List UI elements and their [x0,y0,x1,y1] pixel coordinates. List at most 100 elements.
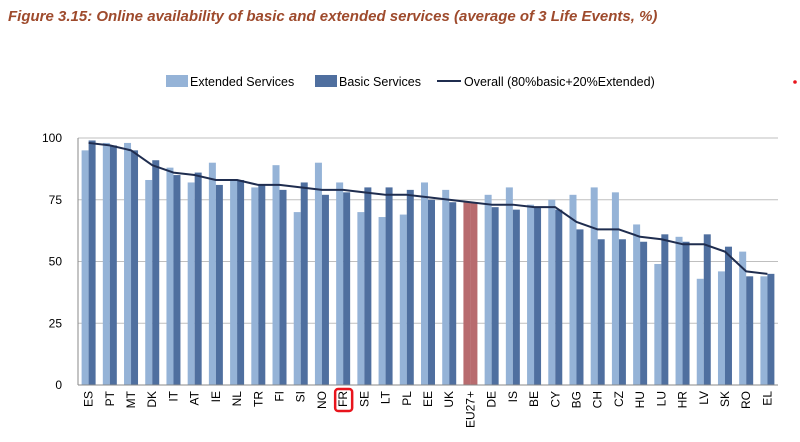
bar-basic-HR [682,241,690,385]
bar-basic-PT [109,145,117,385]
bar-basic-AT [194,172,202,385]
x-tick-label: RO [739,391,753,409]
x-tick-label: CZ [612,391,626,407]
bar-basic-FI [279,189,287,385]
bar-extended-PL [399,214,407,385]
highlight-box [333,387,354,413]
x-tick-label: AT [188,390,202,405]
bar-basic-LU [661,234,669,385]
x-tick-label: CY [548,391,562,408]
legend-label-extended: Extended Services [190,75,294,89]
x-tick-label: DE [485,391,499,408]
bar-basic-DK [152,160,160,385]
bar-extended-ES [81,150,89,385]
bar-basic-ES [88,140,96,385]
x-tick-label: UK [442,391,456,408]
x-tick-label: NL [230,391,244,407]
bar-extended-PT [102,142,110,385]
bar-extended-FR [336,182,344,385]
bar-basic-UK [449,202,457,385]
x-tick-label: BE [527,391,541,407]
bar-basic-LT [385,187,393,385]
x-tick-label: IS [506,391,520,402]
overall-line [88,141,768,275]
x-tick-label: ES [82,391,96,407]
bar-extended-NL [230,179,238,385]
bar-extended-FI [272,165,280,385]
x-tick-label: HR [676,391,690,409]
x-tick-label: MT [124,390,138,408]
bar-extended-LV [696,278,704,385]
x-tick-label: FI [273,391,287,402]
bar-basic-RO [746,276,754,385]
legend-swatch-extended [166,75,188,87]
bar-extended-MT [124,142,132,385]
red-dot-marker [793,80,797,84]
bar-extended-TR [251,187,259,385]
bar-basic-SE [364,187,372,385]
bar-extended-LU [654,263,662,385]
figure-title: Figure 3.15: Online availability of basi… [8,8,658,25]
x-tick-label: EL [760,391,774,406]
bar-basic-NL [237,179,245,385]
bar-extended-SI [293,212,301,385]
x-tick-label: SE [357,391,371,407]
bar-extended-DK [145,179,153,385]
y-tick-label: 50 [49,255,63,269]
bar-extended-EU27+ [463,202,471,385]
bar-basic-BE [534,207,542,385]
x-tick-label: PT [103,390,117,406]
bar-extended-NO [314,162,322,385]
bar-basic-BG [576,229,584,385]
bars [81,140,775,385]
bar-extended-IE [208,162,216,385]
legend-label-overall: Overall (80%basic+20%Extended) [464,75,655,89]
legend-label-basic: Basic Services [339,75,421,89]
bar-basic-TR [258,184,266,385]
bar-extended-HR [675,236,683,385]
x-tick-label: LT [379,390,393,404]
bar-basic-IT [173,175,181,385]
bar-basic-CZ [618,239,626,385]
bar-extended-HU [633,224,641,385]
x-tick-label: SI [294,391,308,402]
x-tick-label: IE [209,391,223,402]
bar-basic-EE [428,199,435,385]
bar-basic-MT [131,150,139,385]
bar-basic-LV [703,234,711,385]
bar-extended-EL [760,276,768,385]
bar-extended-AT [187,182,195,385]
bar-extended-BE [527,204,535,385]
x-tick-label: FR [336,391,350,407]
x-tick-label: IT [166,390,180,401]
bar-extended-EE [421,182,428,385]
bar-basic-CY [555,209,563,385]
bar-extended-BG [569,194,577,385]
y-tick-label: 25 [49,316,63,330]
bar-basic-PL [406,189,414,385]
bar-extended-LT [378,217,386,385]
bar-extended-CZ [611,192,619,385]
bar-extended-CH [590,187,598,385]
bar-basic-DE [491,207,499,385]
x-tick-label: HU [633,391,647,408]
bar-extended-IS [505,187,513,385]
x-tick-label: EE [421,391,435,407]
legend: Extended Services Basic Services Overall (… [166,75,655,89]
bar-extended-DE [484,194,492,385]
bar-extended-UK [442,189,450,385]
bar-basic-EL [767,273,775,385]
bar-basic-SI [300,182,308,385]
x-tick-label: DK [145,391,159,408]
overall-line-layer [88,141,768,275]
x-tick-label: CH [591,391,605,408]
x-tick-label: EU27+ [463,391,477,428]
bar-basic-SK [724,246,732,385]
y-tick-label: 100 [42,131,62,145]
x-tick-label: PL [400,391,414,406]
axes: 0 25 50 75 100 ES PT MT DK IT AT IE NL TR FI SI NO FR SE LT… [42,131,778,428]
x-tick-label: LV [697,391,711,405]
bar-extended-CY [548,199,556,385]
bar-basic-CH [597,239,605,385]
